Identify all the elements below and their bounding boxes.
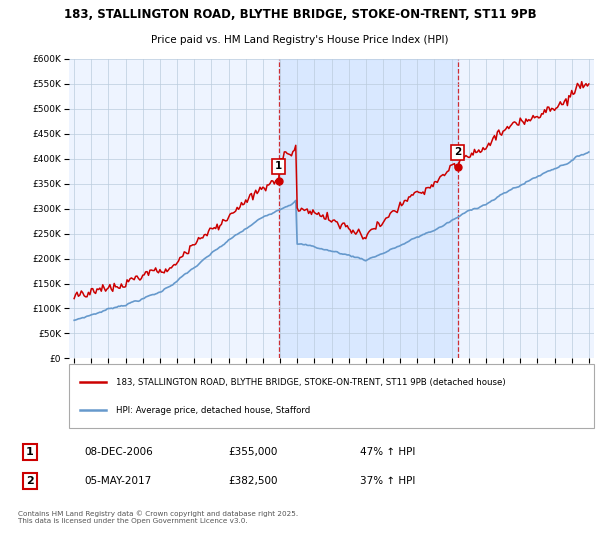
Text: 183, STALLINGTON ROAD, BLYTHE BRIDGE, STOKE-ON-TRENT, ST11 9PB (detached house): 183, STALLINGTON ROAD, BLYTHE BRIDGE, ST… — [116, 377, 506, 386]
Text: 05-MAY-2017: 05-MAY-2017 — [84, 476, 151, 486]
Text: 47% ↑ HPI: 47% ↑ HPI — [360, 447, 415, 456]
Text: 37% ↑ HPI: 37% ↑ HPI — [360, 476, 415, 486]
Text: Contains HM Land Registry data © Crown copyright and database right 2025.
This d: Contains HM Land Registry data © Crown c… — [18, 511, 298, 524]
Text: 2: 2 — [26, 476, 34, 486]
Text: 2: 2 — [454, 147, 461, 157]
Text: £355,000: £355,000 — [228, 447, 277, 456]
Bar — [278, 59, 458, 358]
Text: 1: 1 — [26, 447, 34, 456]
Text: 183, STALLINGTON ROAD, BLYTHE BRIDGE, STOKE-ON-TRENT, ST11 9PB: 183, STALLINGTON ROAD, BLYTHE BRIDGE, ST… — [64, 8, 536, 21]
Text: Price paid vs. HM Land Registry's House Price Index (HPI): Price paid vs. HM Land Registry's House … — [151, 35, 449, 45]
Text: 1: 1 — [275, 161, 282, 171]
FancyBboxPatch shape — [69, 364, 594, 428]
Text: £382,500: £382,500 — [228, 476, 277, 486]
Text: 08-DEC-2006: 08-DEC-2006 — [84, 447, 153, 456]
Text: HPI: Average price, detached house, Stafford: HPI: Average price, detached house, Staf… — [116, 406, 311, 415]
